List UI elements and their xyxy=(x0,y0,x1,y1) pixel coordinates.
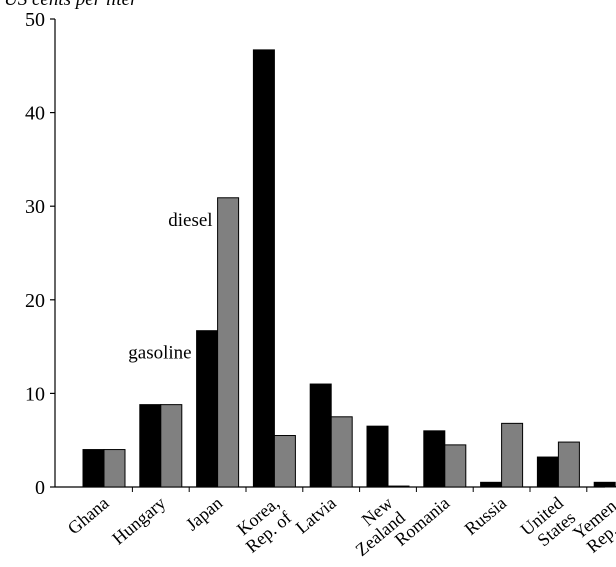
x-tick-label-2: Japan xyxy=(182,493,226,535)
bar-gasoline-6 xyxy=(423,430,446,488)
x-tick-label-5: NewZealand xyxy=(339,493,408,560)
bar-diesel-5 xyxy=(387,485,410,488)
bar-diesel-1 xyxy=(160,404,183,488)
x-tick-label-line: Japan xyxy=(182,493,226,535)
y-tick-label: 40 xyxy=(25,103,45,125)
bar-diesel-4 xyxy=(330,416,353,488)
x-tick-label-8: UnitedStates xyxy=(517,493,580,554)
bar-gasoline-9 xyxy=(593,481,616,488)
bar-diesel-7 xyxy=(501,422,524,488)
x-tick-label-3: Korea,Rep. of xyxy=(230,493,296,557)
y-tick-label: 10 xyxy=(25,383,45,405)
annotation-diesel: diesel xyxy=(168,210,212,231)
y-tick-label: 30 xyxy=(25,196,45,218)
bar-gasoline-3 xyxy=(252,49,275,488)
bar-diesel-8 xyxy=(557,441,580,488)
x-tick-label-4: Latvia xyxy=(292,493,340,538)
x-tick-label-line: Hungary xyxy=(108,493,169,549)
x-tick-label-line: Russia xyxy=(461,493,511,539)
bar-gasoline-7 xyxy=(480,481,503,488)
y-axis-label: US cents per liter xyxy=(4,0,138,10)
x-tick-label-1: Hungary xyxy=(108,493,169,549)
x-tick-label-line: Latvia xyxy=(292,493,340,538)
annotation-gasoline: gasoline xyxy=(128,343,191,364)
bar-gasoline-4 xyxy=(309,383,332,488)
x-tick-label-7: Russia xyxy=(461,493,511,539)
bar-gasoline-2 xyxy=(196,330,219,488)
bar-diesel-6 xyxy=(444,444,467,488)
bar-gasoline-1 xyxy=(139,404,162,488)
bar-diesel-3 xyxy=(273,435,296,488)
bar-gasoline-5 xyxy=(366,425,389,488)
x-tick-label-0: Ghana xyxy=(64,493,113,539)
x-tick-label-line: Ghana xyxy=(64,493,113,539)
y-tick-label: 0 xyxy=(35,477,45,499)
bar-diesel-2 xyxy=(217,197,240,488)
chart-bars xyxy=(82,49,616,488)
y-tick-label: 50 xyxy=(25,9,45,31)
bar-diesel-0 xyxy=(103,449,126,488)
x-tick-label-9: Yemen,Rep. of xyxy=(569,493,616,558)
bar-gasoline-8 xyxy=(536,456,559,488)
bar-gasoline-0 xyxy=(82,449,105,488)
y-tick-label: 20 xyxy=(25,290,45,312)
